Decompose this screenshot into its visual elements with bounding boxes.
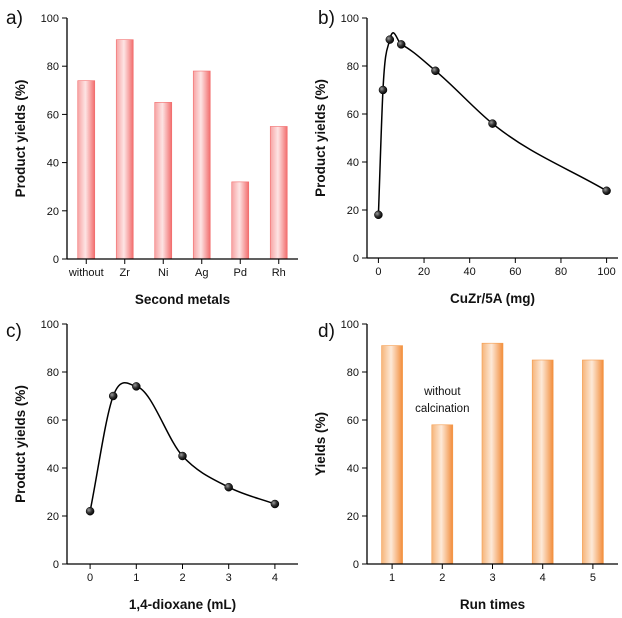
series-line <box>89 382 276 512</box>
chart-panel-4: d) 0 20 40 60 80 100 1 2 3 4 5 without calcination Run… <box>313 319 618 612</box>
data-point <box>396 40 406 49</box>
x-tick-label: 100 <box>597 266 615 278</box>
x-axis-title: Run times <box>460 597 525 612</box>
chart-panel-1: a) 0 20 40 60 80 100 without Zr Ni Ag Pd Rh Second me… <box>6 8 298 307</box>
y-tick-label: 80 <box>47 367 59 379</box>
y-tick-label: 0 <box>353 559 359 571</box>
x-tick-label: 3 <box>489 572 495 584</box>
data-point <box>488 119 497 128</box>
x-tick-label: Pd <box>234 267 247 279</box>
data-point <box>374 210 383 220</box>
x-tick-label: Zr <box>120 267 131 279</box>
bar-1 <box>381 345 403 565</box>
data-point <box>132 382 141 391</box>
y-tick-label: 20 <box>347 205 359 217</box>
data-point <box>378 85 388 95</box>
bar-3 <box>481 342 504 565</box>
bar-5 <box>582 359 604 565</box>
data-point <box>85 506 95 516</box>
y-tick-label: 0 <box>53 254 59 266</box>
annotation-text: calcination <box>415 403 469 415</box>
data-point <box>602 186 611 196</box>
bar-Pd <box>231 181 250 260</box>
data-point <box>224 482 233 492</box>
y-tick-label: 100 <box>41 319 59 331</box>
y-tick-label: 0 <box>353 253 359 265</box>
y-tick-label: 20 <box>47 511 59 523</box>
panel-label: d) <box>318 321 335 342</box>
x-tick-label: Ag <box>195 267 208 279</box>
x-tick-label: Ni <box>158 267 168 279</box>
y-tick-label: 80 <box>347 61 359 73</box>
x-tick-label: 60 <box>509 266 521 278</box>
x-tick-label: 20 <box>418 266 430 278</box>
chart-panel-3: c) 0 20 40 60 80 100 0 1 2 3 4 1,4-dioxane (mL) Produ… <box>6 319 298 612</box>
y-axis-title: Product yields (%) <box>13 80 28 198</box>
bar-Ag <box>192 70 211 260</box>
y-axis-title: Yields (%) <box>313 412 328 476</box>
y-axis-title: Product yields (%) <box>13 385 28 503</box>
x-axis-title: Second metals <box>135 292 230 307</box>
y-tick-label: 20 <box>347 511 359 523</box>
y-axis-title: Product yields (%) <box>313 79 328 197</box>
data-point <box>270 499 280 509</box>
y-tick-label: 100 <box>41 13 59 25</box>
panel-label: a) <box>6 8 23 29</box>
bar-without <box>77 80 96 260</box>
y-tick-label: 100 <box>341 13 359 25</box>
y-tick-label: 40 <box>347 463 359 475</box>
x-tick-label: 40 <box>464 266 476 278</box>
chart-panel-2: b) 0 20 40 60 80 100 0 20 40 60 80 100 CuZr/5A (mg) Pr… <box>313 8 618 306</box>
y-tick-label: 40 <box>47 158 59 170</box>
x-tick-label: 2 <box>439 572 445 584</box>
data-point <box>178 451 187 461</box>
panel-label: c) <box>6 321 22 342</box>
bar-2 <box>431 424 454 565</box>
y-tick-label: 80 <box>47 61 59 73</box>
bar-Rh <box>269 126 288 260</box>
x-tick-label: without <box>68 267 104 279</box>
y-tick-label: 40 <box>47 463 59 475</box>
x-tick-label: 1 <box>133 572 139 584</box>
x-tick-label: Rh <box>272 267 286 279</box>
x-tick-label: 0 <box>87 572 93 584</box>
y-tick-label: 60 <box>347 109 359 121</box>
x-tick-label: 4 <box>272 572 278 584</box>
y-tick-label: 80 <box>347 367 359 379</box>
x-tick-label: 80 <box>555 266 567 278</box>
y-tick-label: 0 <box>53 559 59 571</box>
x-axis-title: 1,4-dioxane (mL) <box>129 597 236 612</box>
y-tick-label: 40 <box>347 157 359 169</box>
x-tick-label: 4 <box>540 572 546 584</box>
x-tick-label: 2 <box>179 572 185 584</box>
x-tick-label: 1 <box>389 572 395 584</box>
annotation-text: without <box>423 386 461 398</box>
bar-Zr <box>115 39 134 260</box>
data-point <box>431 66 440 76</box>
x-axis-title: CuZr/5A (mg) <box>450 291 535 306</box>
y-tick-label: 60 <box>47 109 59 121</box>
panel-label: b) <box>318 8 335 29</box>
bar-Ni <box>154 102 173 260</box>
y-tick-label: 20 <box>47 206 59 218</box>
y-tick-label: 60 <box>47 415 59 427</box>
y-tick-label: 60 <box>347 415 359 427</box>
x-tick-label: 5 <box>590 572 596 584</box>
x-tick-label: 3 <box>226 572 232 584</box>
y-tick-label: 100 <box>341 319 359 331</box>
x-tick-label: 0 <box>375 266 381 278</box>
data-point <box>108 391 118 401</box>
bar-4 <box>531 359 554 565</box>
data-point <box>385 35 395 44</box>
